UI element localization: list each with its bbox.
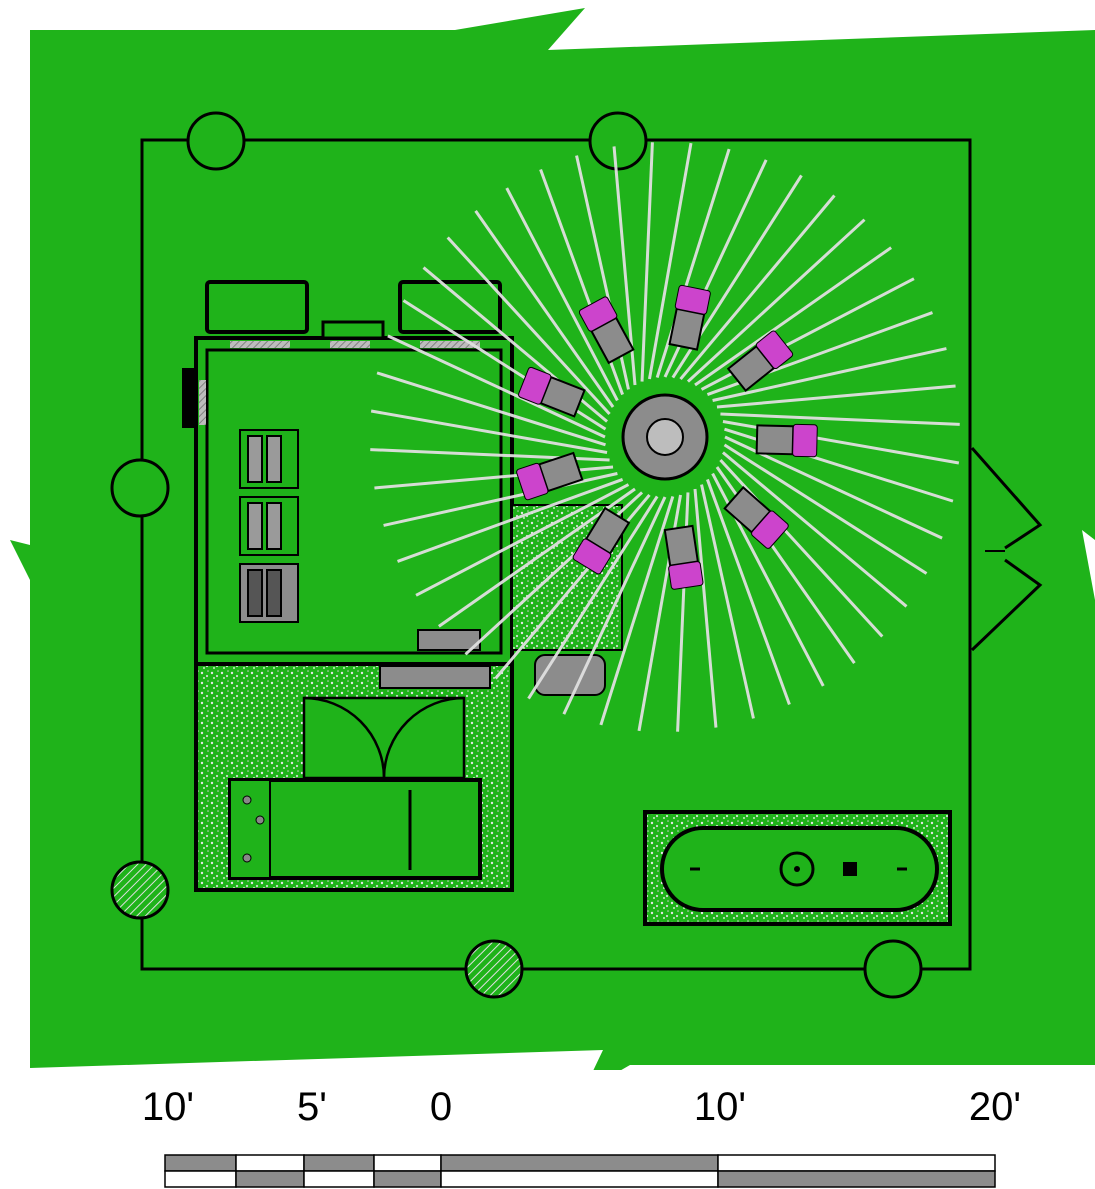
spoke-line [679,194,836,381]
chair-icon [663,524,699,567]
spoke-line [397,478,624,563]
spoke-line [370,409,608,455]
chair-icon [755,424,795,456]
pool [643,810,952,926]
scale-label: 5' [297,1085,327,1129]
spoke-line [599,496,675,726]
yard-lower [194,662,514,892]
property-boundary [140,138,972,971]
spoke-line [723,443,928,575]
spoke-line [647,142,693,380]
spoke-line [383,472,618,527]
spoke-line [376,371,606,447]
circle-pillar-icon [186,111,246,171]
magenta-seat-icon [572,538,612,575]
spoke-line [527,495,659,700]
magenta-seat-icon [516,462,549,501]
radial-array [370,142,960,732]
gate [970,447,1043,652]
site-plan-map [10,8,1095,1070]
spoke-line [415,483,630,597]
spoke-line [719,458,884,638]
magenta-seat-icon [668,561,704,590]
magenta-seat-icon [578,296,618,332]
scale-label: 10' [142,1085,194,1129]
spoke-line [720,412,960,426]
scale-label: 20' [969,1085,1021,1129]
spoke-line [655,148,731,378]
spoke-line [721,451,908,608]
scale-label: 10' [694,1085,746,1129]
spoke-line [700,484,755,719]
scale-bar: 10' 5' 0 10' 20' [142,1085,1021,1188]
spoke-line [640,142,654,382]
building [182,280,514,666]
spoke-line [474,209,615,408]
spoke-line [712,347,947,402]
magenta-seat-icon [518,366,552,405]
hatched-circle-pillar-icon [464,939,524,999]
spoke-line [716,384,956,409]
magenta-seat-icon [792,423,818,458]
scale-bar-segments [164,1154,996,1188]
spoke-line [387,334,606,439]
roof-unit [205,280,309,334]
pillars [110,111,923,999]
magenta-seat-icon [751,510,789,549]
wall-vent [182,368,196,428]
magenta-seat-icon [674,284,711,315]
spoke-line [694,246,893,387]
circle-pillar-icon [110,458,170,518]
circle-pillar-icon [588,111,648,171]
circle-pillar-icon [863,939,923,999]
scale-label: 0 [430,1085,452,1129]
hatched-pillars [110,860,524,999]
barrel [534,654,606,696]
spoke-line [693,488,718,728]
roof-unit [398,280,502,334]
hatched-circle-pillar-icon [110,860,170,920]
double-door [302,696,466,780]
chair-icon [668,307,706,351]
bunk-beds [239,429,299,623]
spoke-line [562,496,667,715]
magenta-seat-icon [755,330,794,370]
spoke-line [686,218,866,383]
spoke-line [706,478,791,705]
spoke-line [505,187,619,402]
spoke-line [446,236,611,416]
